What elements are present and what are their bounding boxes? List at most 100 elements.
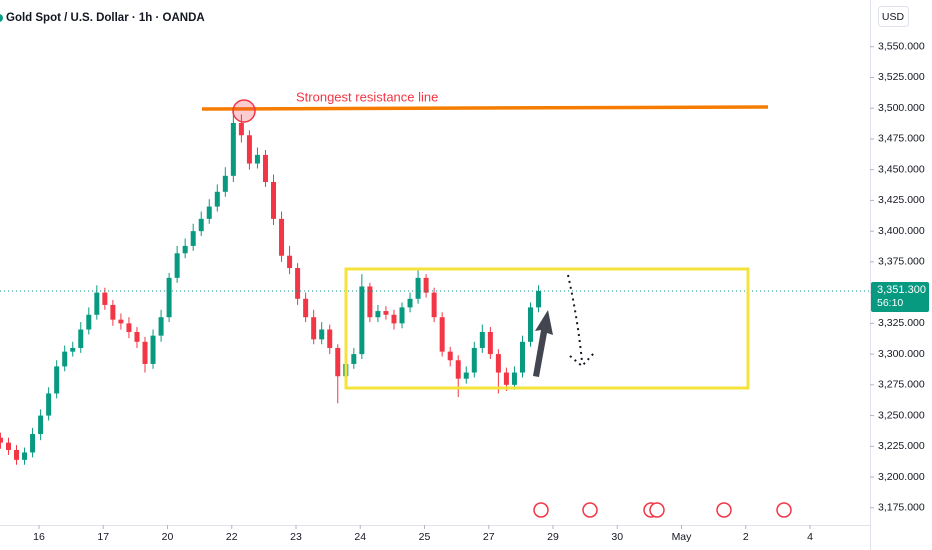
candle-body [198, 218, 204, 232]
range-box [344, 267, 750, 390]
candle-body [295, 268, 301, 299]
candle-body [407, 298, 413, 308]
x-tick-label: 4 [807, 531, 813, 543]
x-tick-label: May [672, 531, 693, 543]
candle-body [463, 372, 469, 379]
candle-body [335, 347, 341, 377]
x-tick-label: 27 [483, 531, 495, 543]
candle-body [182, 245, 188, 254]
candle-body [150, 335, 156, 364]
currency-box[interactable] [878, 6, 909, 27]
y-tick-label: 3,200.000 [878, 471, 925, 483]
candle-body [528, 307, 534, 342]
candle-body [383, 311, 389, 315]
candle-body [471, 347, 477, 373]
event-icon [582, 502, 598, 518]
candle-body [166, 277, 172, 318]
x-tick-label: 17 [97, 531, 109, 543]
x-tick-label: 24 [354, 531, 366, 543]
candle-body [62, 351, 68, 367]
countdown: 56:10 [877, 297, 903, 309]
y-tick-label: 3,475.000 [878, 133, 925, 145]
candle-body [238, 122, 244, 136]
candle-body [511, 372, 517, 385]
candle-body [134, 331, 140, 342]
candle-body [519, 341, 525, 373]
candle-body [246, 135, 252, 164]
x-tick-label: 16 [33, 531, 45, 543]
candle-body [206, 206, 212, 219]
candle-body [0, 437, 3, 443]
candle-body [110, 304, 116, 320]
candle-body [391, 314, 397, 324]
candle-body [351, 354, 357, 364]
candle-body [174, 253, 180, 278]
candle-body [54, 366, 60, 394]
candle-body [271, 181, 277, 219]
status-dot [0, 14, 3, 22]
event-icon [776, 502, 792, 518]
peak-marker [232, 99, 256, 123]
candle-body [262, 154, 268, 182]
candle-body [214, 191, 220, 207]
y-tick-label: 3,250.000 [878, 409, 925, 421]
candle-body [102, 292, 108, 305]
up-arrow [533, 310, 553, 377]
candle-body [30, 434, 36, 453]
candle-body [126, 323, 132, 332]
candle-body [22, 452, 28, 460]
candle-body [319, 329, 325, 340]
candle-body [222, 175, 228, 192]
y-tick-label: 3,425.000 [878, 194, 925, 206]
event-icons [533, 502, 792, 518]
x-tick-label: 29 [547, 531, 559, 543]
candle-body [46, 393, 52, 416]
candle-body [5, 442, 11, 450]
plot-area [0, 108, 870, 465]
event-icon [533, 502, 549, 518]
candle-body [78, 329, 84, 348]
candle-body [158, 317, 164, 336]
y-tick-label: 3,525.000 [878, 71, 925, 83]
candle-body [536, 291, 542, 308]
candle-body [479, 331, 485, 348]
x-tick-label: 23 [290, 531, 302, 543]
candle-body [14, 450, 20, 460]
y-tick-label: 3,175.000 [878, 502, 925, 514]
candle-body [38, 415, 44, 435]
y-tick-label: 3,225.000 [878, 440, 925, 452]
candle-body [367, 286, 373, 318]
candle-body [503, 372, 509, 385]
candle-body [118, 319, 124, 324]
candle-body [142, 341, 148, 364]
candle-body [487, 331, 493, 355]
candle-body [303, 298, 309, 318]
y-tick-label: 3,325.000 [878, 317, 925, 329]
y-tick-label: 3,400.000 [878, 225, 925, 237]
y-tick-label: 3,550.000 [878, 41, 925, 53]
x-tick-label: 20 [162, 531, 174, 543]
candle-body [447, 351, 453, 361]
candle-body [399, 307, 405, 324]
candle-body [423, 277, 429, 293]
x-tick-label: 2 [743, 531, 749, 543]
candle-body [287, 255, 293, 269]
candle-body [94, 292, 100, 315]
candle-body [279, 218, 285, 256]
y-tick-label: 3,375.000 [878, 256, 925, 268]
candle-body [311, 317, 317, 340]
x-tick-label: 22 [226, 531, 238, 543]
last-price-label: 3,351.300 [877, 284, 926, 296]
annotation: Strongest resistance line [296, 89, 438, 104]
y-tick-label: 3,300.000 [878, 348, 925, 360]
candle-body [230, 122, 236, 176]
candle-body [455, 360, 461, 379]
candle-body [190, 231, 196, 246]
y-tick-label: 3,275.000 [878, 379, 925, 391]
candle-body [415, 277, 421, 299]
chart-title: Gold Spot / U.S. Dollar · 1h · OANDA [6, 12, 205, 24]
y-tick-label: 3,500.000 [878, 102, 925, 114]
candle-body [375, 311, 381, 318]
